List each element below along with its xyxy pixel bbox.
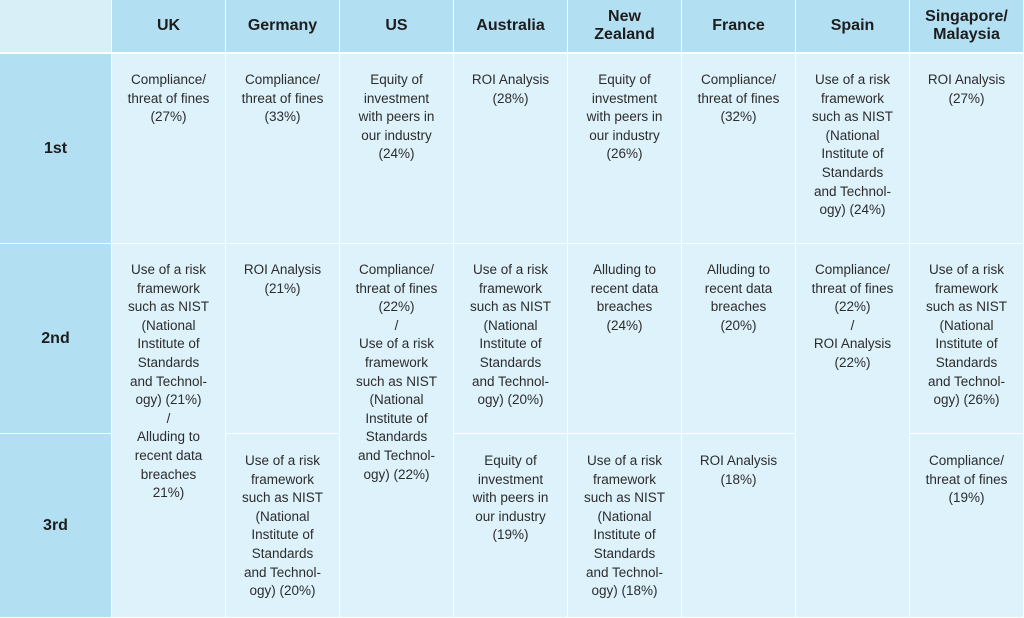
header-uk: UK <box>112 0 226 54</box>
cell-us-2nd-3rd: Compliance/ threat of fines (22%) / Use … <box>340 244 454 618</box>
cell-france-3rd: ROI Analysis (18%) <box>682 434 796 618</box>
header-us: US <box>340 0 454 54</box>
cell-new-zealand-2nd: Alluding to recent data breaches (24%) <box>568 244 682 434</box>
rank-label: 3rd <box>0 434 112 618</box>
cell-germany-1st: Compliance/ threat of fines (33%) <box>226 54 340 244</box>
cell-singapore-malaysia-3rd: Compliance/ threat of fines (19%) <box>910 434 1024 618</box>
cell-france-1st: Compliance/ threat of fines (32%) <box>682 54 796 244</box>
corner-cell <box>0 0 112 54</box>
rank-label: 2nd <box>0 244 112 434</box>
cell-us-1st: Equity of investment with peers in our i… <box>340 54 454 244</box>
cell-new-zealand-3rd: Use of a risk framework such as NIST (Na… <box>568 434 682 618</box>
table-row: 1st Compliance/ threat of fines (27%) Co… <box>0 54 1024 244</box>
table-row: 2nd Use of a risk framework such as NIST… <box>0 244 1024 618</box>
rank-label: 1st <box>0 54 112 244</box>
cell-spain-1st: Use of a risk framework such as NIST (Na… <box>796 54 910 244</box>
cell-germany-2nd: ROI Analysis (21%) <box>226 244 340 434</box>
header-france: France <box>682 0 796 54</box>
table-row: 3rd Use of a risk framework such as NIST… <box>0 434 1024 618</box>
cell-australia-3rd: Equity of investment with peers in our i… <box>454 434 568 618</box>
cell-singapore-malaysia-2nd: Use of a risk framework such as NIST (Na… <box>910 244 1024 434</box>
header-germany: Germany <box>226 0 340 54</box>
cell-uk-1st: Compliance/ threat of fines (27%) <box>112 54 226 244</box>
cell-singapore-malaysia-1st: ROI Analysis (27%) <box>910 54 1024 244</box>
cell-australia-1st: ROI Analysis (28%) <box>454 54 568 244</box>
cell-australia-2nd: Use of a risk framework such as NIST (Na… <box>454 244 568 434</box>
header-row: UK Germany US Australia New Zealand Fran… <box>0 0 1024 54</box>
cell-germany-3rd: Use of a risk framework such as NIST (Na… <box>226 434 340 618</box>
cell-uk-2nd-3rd: Use of a risk framework such as NIST (Na… <box>112 244 226 618</box>
cell-new-zealand-1st: Equity of investment with peers in our i… <box>568 54 682 244</box>
header-new-zealand: New Zealand <box>568 0 682 54</box>
cell-spain-2nd-3rd: Compliance/ threat of fines (22%) / ROI … <box>796 244 910 618</box>
header-spain: Spain <box>796 0 910 54</box>
header-singapore-malaysia: Singapore/ Malaysia <box>910 0 1024 54</box>
header-australia: Australia <box>454 0 568 54</box>
cell-france-2nd: Alluding to recent data breaches (20%) <box>682 244 796 434</box>
